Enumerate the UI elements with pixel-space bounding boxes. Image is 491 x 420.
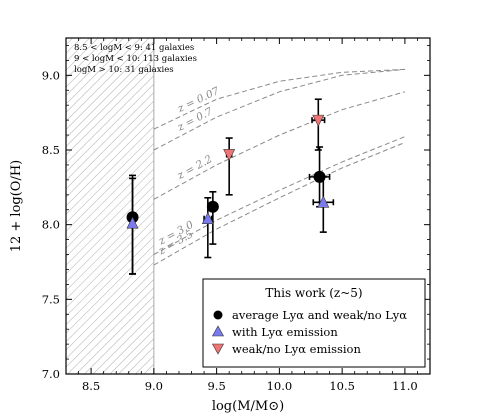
- plot-area: [66, 38, 406, 374]
- x-tick-label: 9.0: [145, 379, 163, 393]
- y-tick-label: 8.0: [42, 218, 60, 232]
- data-point-triangle-up: [317, 195, 330, 208]
- legend-marker-circle: [213, 310, 223, 320]
- shaded-region: [66, 38, 154, 374]
- legend-box: [202, 278, 426, 368]
- legend-label: with Lyα emission: [232, 325, 338, 339]
- y-tick-label: 7.0: [42, 367, 60, 381]
- relation-curve: [153, 68, 405, 130]
- legend-label: weak/no Lyα emission: [232, 342, 361, 356]
- markers: [126, 114, 330, 229]
- x-tick-label: 10.5: [329, 379, 355, 393]
- legend-label: average Lyα and weak/no Lyα: [232, 308, 407, 322]
- y-tick-label: 7.5: [42, 292, 60, 306]
- x-axis-label: log(M/M⊙): [212, 399, 284, 414]
- legend-marker-triangle-down: [211, 343, 225, 355]
- relation-label: z = 2.2: [175, 153, 215, 182]
- data-point-triangle-up: [201, 212, 214, 224]
- y-tick-label: 8.5: [42, 143, 60, 157]
- data-point-triangle-down: [312, 114, 325, 127]
- x-tick-label: 9.5: [207, 379, 225, 393]
- relations: [153, 68, 406, 266]
- plot-frame: [65, 37, 431, 375]
- x-tick-label: 8.5: [82, 379, 100, 393]
- relation-curve: [153, 68, 405, 151]
- x-axis-ticks: 8.5 9.0 9.5 10.0 10.5 11.0: [78, 38, 431, 393]
- data-point-circle: [313, 170, 326, 183]
- sample-note: 9 < logM < 10: 113 galaxies: [74, 54, 197, 64]
- legend-title: This work (z~5): [265, 286, 362, 300]
- sample-note: logM > 10: 31 galaxies: [74, 65, 174, 75]
- data-point-triangle-down: [223, 149, 236, 162]
- legend-marker-triangle-up: [211, 325, 225, 337]
- y-axis-label: 12 + log(O/H): [9, 160, 24, 253]
- sample-note: 8.5 < logM < 9: 41 galaxies: [74, 43, 194, 53]
- x-tick-label: 10.0: [267, 379, 293, 393]
- data-point-circle: [206, 200, 219, 213]
- sample-notes: 8.5 < logM < 9: 41 galaxies 9 < logM < 1…: [74, 43, 197, 75]
- y-tick-label: 9.0: [42, 68, 60, 82]
- y-axis-ticks: 7.0 7.5 8.0 8.5 9.0: [42, 45, 430, 381]
- relation-curve: [153, 136, 406, 255]
- relation-curve: [153, 142, 406, 266]
- data-point-triangle-up: [126, 216, 139, 229]
- x-tick-label: 11.0: [392, 379, 418, 393]
- legend: This work (z~5) average Lyα and weak/no …: [202, 278, 426, 368]
